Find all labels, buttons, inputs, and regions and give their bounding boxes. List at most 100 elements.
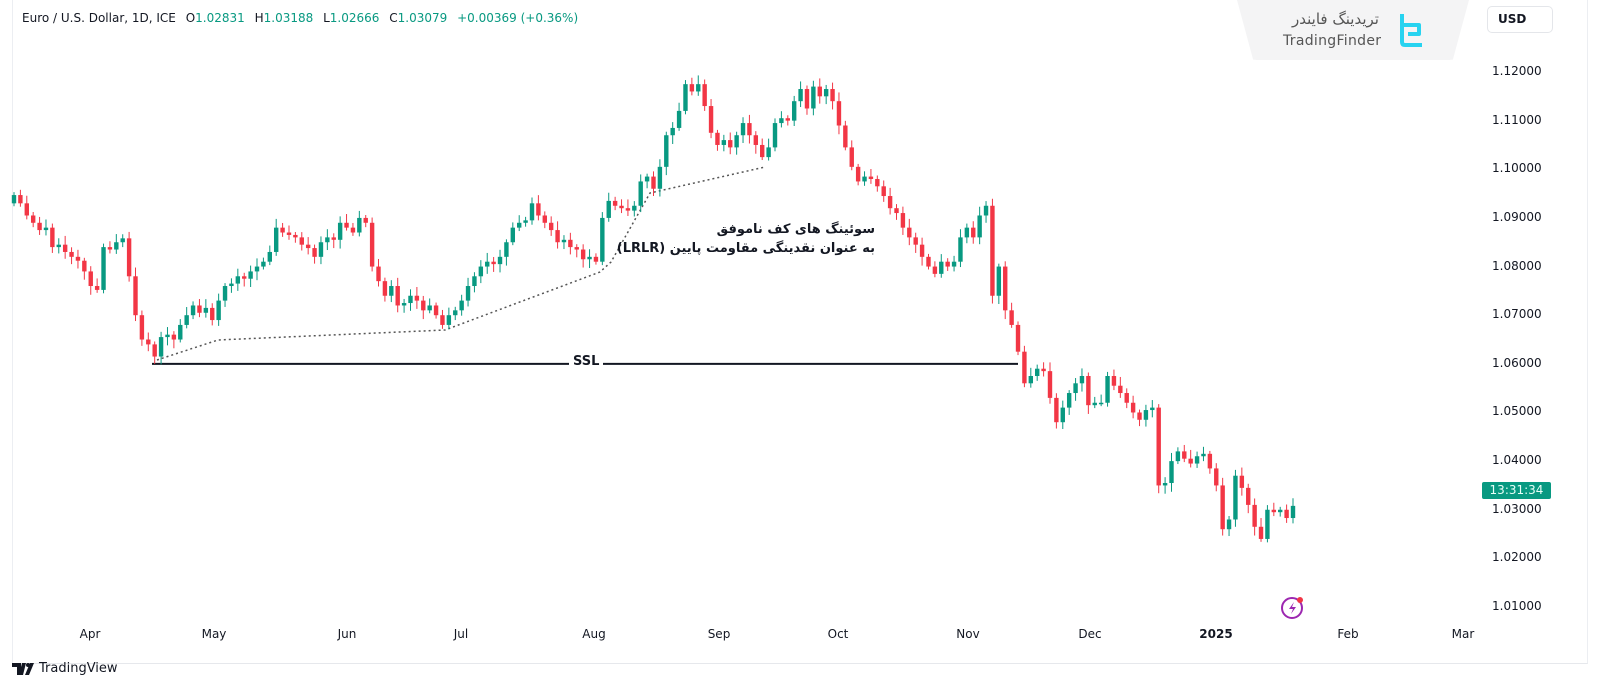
candle-up <box>798 89 803 102</box>
candle-down <box>286 232 292 235</box>
candle-down <box>945 261 950 267</box>
candle-down <box>1188 458 1193 464</box>
candle-down <box>926 256 931 267</box>
candle-up <box>401 303 407 306</box>
tradingview-brand[interactable]: TradingView <box>12 661 118 676</box>
low-value: L1.02666 <box>323 11 379 25</box>
candle-up <box>229 283 234 287</box>
candle-up <box>235 276 241 284</box>
candle-down <box>548 222 554 231</box>
candle-up <box>1073 383 1078 394</box>
candle-up <box>114 242 119 250</box>
candle-down <box>376 266 381 282</box>
open-label: O <box>185 11 196 25</box>
candle-up <box>254 266 260 272</box>
candle-down <box>1239 475 1245 488</box>
candle-up <box>120 238 125 243</box>
candle-down <box>830 89 835 102</box>
candle-down <box>919 244 925 257</box>
candle-down <box>619 205 624 209</box>
candle-down <box>350 227 356 233</box>
candle-down <box>1003 266 1008 311</box>
candle-up <box>318 242 324 257</box>
candle-up <box>1175 451 1181 462</box>
lrlr-dotted-trendline <box>156 166 766 361</box>
candle-up <box>465 286 471 301</box>
candle-up <box>446 315 452 325</box>
candle-up <box>1169 461 1174 484</box>
candle-down <box>612 200 618 206</box>
candle-down <box>715 132 720 145</box>
candle-down <box>69 251 74 257</box>
candle-up <box>561 239 567 243</box>
close-number: 1.03079 <box>397 11 448 25</box>
time-tick-label: Mar <box>1451 627 1475 641</box>
candle-up <box>823 89 829 97</box>
time-tick-label: Dec <box>1078 627 1102 641</box>
candle-down <box>785 118 790 121</box>
ssl-label: SSL <box>569 354 604 369</box>
candle-down <box>312 248 317 257</box>
candle-down <box>887 196 893 209</box>
candle-down <box>900 213 906 228</box>
candle-up <box>184 315 189 325</box>
candle-up <box>657 166 663 189</box>
annotation-line-2: به عنوان نقدینگی مقاومت پایین (LRLR) <box>616 241 875 256</box>
candle-up <box>983 205 989 216</box>
candle-down <box>651 176 656 189</box>
candle-up <box>1060 407 1065 423</box>
candle-up <box>11 195 17 204</box>
candle-down <box>171 334 177 340</box>
currency-button[interactable]: USD <box>1487 6 1553 33</box>
ohlc-legend: Euro / U.S. Dollar, 1D, ICE O1.02831 H1.… <box>22 11 584 25</box>
lightning-alert-icon[interactable] <box>1281 596 1305 620</box>
candle-down <box>881 186 886 197</box>
time-tick-label: May <box>201 627 227 641</box>
low-number: 1.02666 <box>329 11 380 25</box>
candle-up <box>497 256 503 265</box>
candle-up <box>1105 376 1110 403</box>
candle-up <box>862 176 867 182</box>
candle-up <box>664 135 669 167</box>
candle-up <box>427 305 432 311</box>
candle-up <box>158 337 164 357</box>
price-tick-label: 1.03000 <box>1492 501 1542 516</box>
candle-down <box>421 300 426 311</box>
annotation-line-1: سوئینگ های کف ناموفق <box>716 222 875 237</box>
candle-down <box>133 276 138 316</box>
candle-up <box>1194 456 1200 464</box>
candle-down <box>702 84 707 107</box>
candle-down <box>433 305 439 316</box>
time-tick-label: Sep <box>707 627 731 641</box>
candle-up <box>453 310 458 316</box>
candle-down <box>728 140 733 148</box>
price-tick-label: 1.02000 <box>1492 550 1542 565</box>
time-tick-label: Jul <box>453 627 469 641</box>
symbol-title[interactable]: Euro / U.S. Dollar, 1D, ICE <box>22 11 176 25</box>
close-label: C <box>389 11 398 25</box>
candle-down <box>395 286 400 306</box>
candle-up <box>1092 402 1097 406</box>
candle-down <box>107 247 113 250</box>
candle-down <box>126 238 132 277</box>
candle-down <box>855 166 861 182</box>
candle-down <box>50 227 55 248</box>
candle-down <box>1124 393 1129 403</box>
candle-down <box>555 230 560 243</box>
candle-up <box>267 251 272 262</box>
tradingfinder-watermark: تریدینگ فایندر TradingFinder <box>1237 0 1469 60</box>
candle-down <box>580 249 586 260</box>
tradingview-logo-icon <box>12 662 34 675</box>
candle-down <box>293 234 298 238</box>
candle-down <box>753 135 759 145</box>
candle-down <box>1246 487 1251 505</box>
price-tick-label: 1.09000 <box>1492 209 1542 224</box>
candle-up <box>791 101 797 121</box>
candle-up <box>1201 453 1206 457</box>
candle-up <box>178 324 183 340</box>
candle-down <box>542 215 547 223</box>
candle-down <box>363 217 368 223</box>
candle-up <box>389 286 394 296</box>
candle-up <box>1035 368 1040 376</box>
